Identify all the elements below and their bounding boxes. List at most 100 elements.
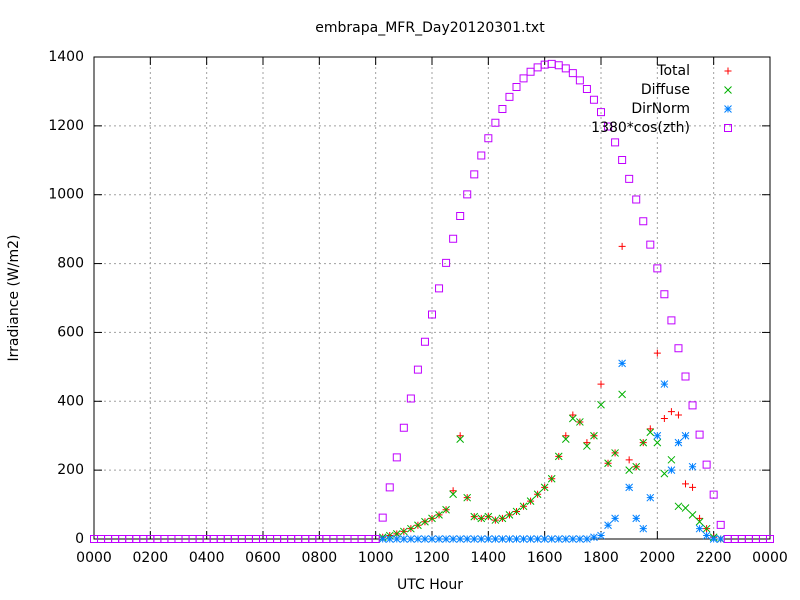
data-point <box>428 514 436 523</box>
data-point <box>491 516 500 524</box>
data-point <box>625 174 634 183</box>
data-point <box>632 195 641 204</box>
x-tick-label: 0000 <box>76 550 112 566</box>
data-point <box>484 535 493 543</box>
data-point <box>568 535 577 543</box>
data-point <box>554 535 563 543</box>
data-point <box>385 483 394 492</box>
legend-marker <box>724 86 732 94</box>
data-point <box>702 524 711 533</box>
data-point <box>477 151 486 160</box>
data-point <box>435 511 443 519</box>
y-tick-label: 400 <box>57 393 84 409</box>
data-point <box>449 234 458 243</box>
data-point <box>554 452 563 461</box>
data-point <box>695 430 704 439</box>
x-tick-label: 1600 <box>527 550 563 566</box>
data-point <box>512 82 521 91</box>
data-point <box>667 466 676 474</box>
data-point <box>682 480 689 488</box>
data-point <box>653 438 662 447</box>
data-point <box>653 264 662 273</box>
x-tick-label: 1000 <box>358 550 394 566</box>
data-point <box>428 535 436 543</box>
data-point <box>540 535 549 543</box>
data-point <box>519 74 528 83</box>
data-point <box>498 535 507 543</box>
data-point <box>526 535 535 543</box>
data-point <box>456 535 465 543</box>
data-point <box>399 527 408 536</box>
data-point <box>442 505 450 514</box>
data-point <box>597 108 605 117</box>
data-point <box>392 535 401 543</box>
y-tick-label: 0 <box>75 531 84 547</box>
y-tick-label: 800 <box>57 256 84 272</box>
x-tick-label: 0600 <box>245 550 281 566</box>
data-point <box>646 425 654 433</box>
data-point <box>378 535 387 543</box>
data-point <box>399 423 408 432</box>
data-point <box>611 138 620 147</box>
data-point <box>576 535 584 543</box>
x-tick-label: 0800 <box>302 550 338 566</box>
data-point <box>392 453 401 462</box>
data-point <box>660 415 668 422</box>
data-point <box>568 414 577 423</box>
data-point <box>442 535 450 543</box>
data-point <box>688 511 697 519</box>
data-point <box>611 514 619 523</box>
legend-label: 1380*cos(zth) <box>591 120 690 136</box>
data-point <box>674 502 683 511</box>
data-point <box>625 466 634 474</box>
data-point <box>576 418 584 426</box>
data-point <box>604 122 613 131</box>
data-point <box>470 512 479 521</box>
data-point <box>674 344 683 353</box>
data-point <box>674 411 682 419</box>
data-point <box>618 155 627 164</box>
data-point <box>533 63 542 72</box>
data-point <box>505 92 514 101</box>
x-tick-label: 1800 <box>583 550 619 566</box>
data-point <box>632 514 641 523</box>
data-point <box>646 428 655 437</box>
x-tick-label: 0400 <box>189 550 225 566</box>
data-point <box>618 359 626 368</box>
data-point <box>583 442 591 450</box>
data-point <box>611 449 619 457</box>
data-point <box>505 511 514 519</box>
data-point <box>597 400 605 409</box>
data-point <box>378 513 387 522</box>
data-point <box>583 439 591 447</box>
legend-label: Diffuse <box>641 82 690 98</box>
data-point <box>526 497 535 505</box>
data-point <box>583 535 591 543</box>
data-point <box>435 535 443 543</box>
data-point <box>702 531 711 540</box>
data-point <box>442 258 451 267</box>
data-point <box>406 394 415 403</box>
data-point <box>561 535 570 543</box>
data-point <box>491 118 500 127</box>
data-point <box>618 390 626 399</box>
data-point <box>449 490 457 499</box>
data-point <box>519 502 528 511</box>
data-point <box>646 240 655 249</box>
data-point <box>709 490 718 499</box>
data-point <box>561 435 570 444</box>
data-point <box>653 349 661 357</box>
data-point <box>688 401 697 410</box>
data-point <box>639 438 648 447</box>
legend-marker <box>724 67 732 75</box>
x-axis-label: UTC Hour <box>397 577 463 593</box>
data-point <box>540 60 549 69</box>
data-point <box>582 85 591 94</box>
data-point <box>681 431 690 440</box>
data-point <box>456 435 465 444</box>
data-point <box>667 316 676 325</box>
data-point <box>484 512 493 521</box>
data-point <box>597 380 605 388</box>
data-point <box>414 535 422 543</box>
x-tick-label: 1200 <box>414 550 450 566</box>
